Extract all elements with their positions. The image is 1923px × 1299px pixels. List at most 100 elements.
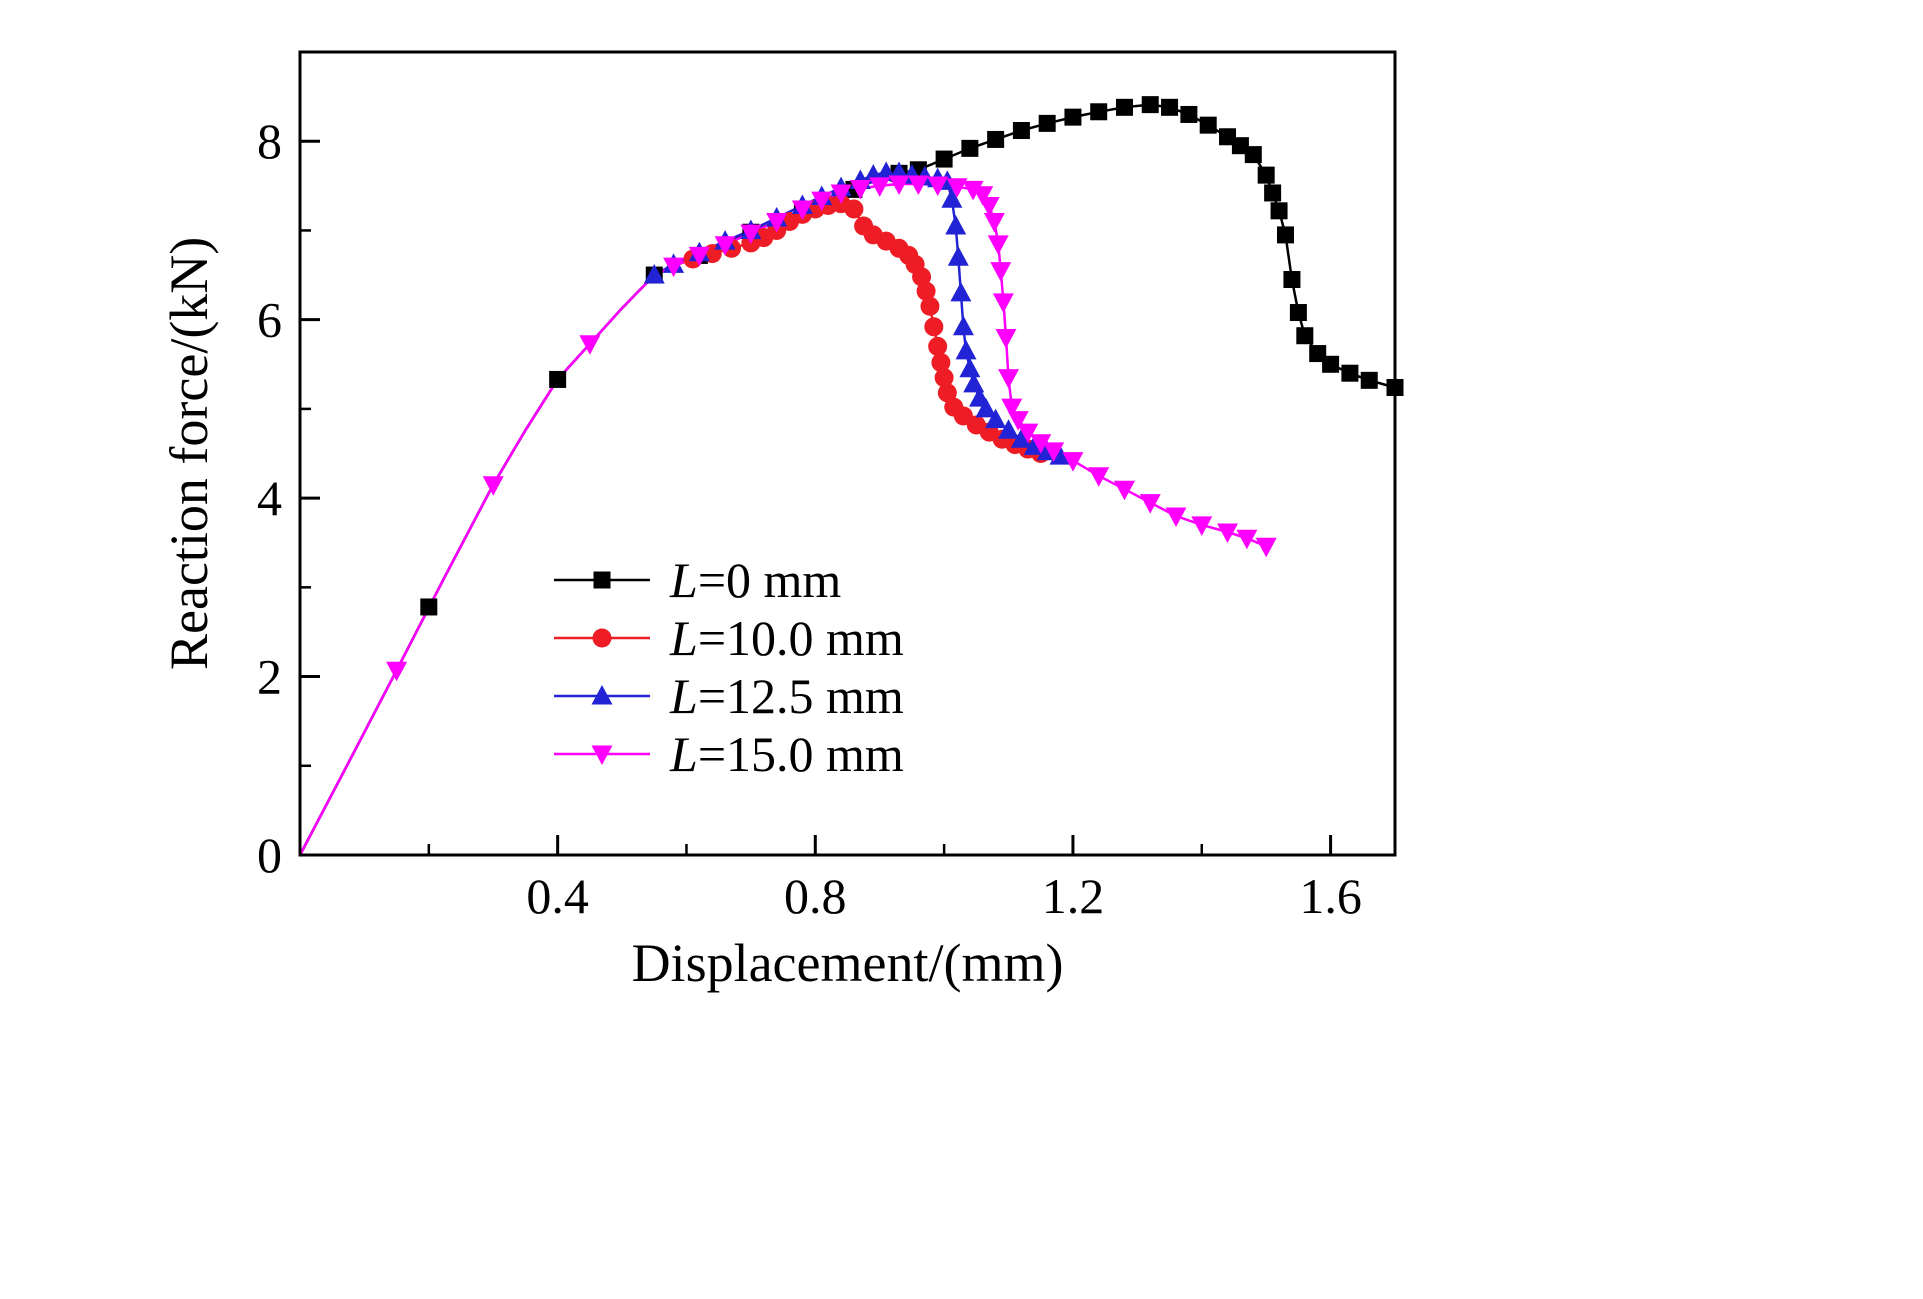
square-marker	[1322, 355, 1340, 373]
square-marker	[1264, 184, 1282, 202]
triangle-down-marker	[888, 175, 910, 196]
triangle-up-marker	[643, 264, 665, 284]
triangle-up-marker	[975, 397, 997, 418]
triangle-down-marker	[1007, 411, 1029, 431]
triangle-down-marker	[990, 262, 1012, 282]
triangle-down-marker	[978, 196, 1000, 217]
y-tick-label: 4	[257, 470, 282, 526]
triangle-up-marker	[945, 214, 967, 235]
triangle-down-marker	[1043, 442, 1065, 462]
x-axis-label: Displacement/(mm)	[631, 933, 1064, 993]
circle-marker	[912, 267, 932, 287]
square-marker	[1090, 103, 1108, 121]
y-tick-label: 8	[257, 113, 282, 169]
square-marker	[420, 598, 438, 616]
legend-label: L=12.5 mm	[670, 668, 904, 724]
circle-marker	[920, 296, 940, 316]
legend-marker-square-icon	[554, 571, 650, 589]
triangle-down-marker	[946, 178, 968, 198]
square-marker	[1180, 105, 1198, 123]
triangle-down-marker	[591, 745, 613, 765]
square-marker	[1038, 114, 1056, 132]
square-marker	[1341, 364, 1359, 382]
legend-item-0: L=0 mm	[552, 552, 904, 608]
circle-marker	[924, 317, 944, 337]
series-markers	[386, 96, 1404, 682]
triangle-up-marker	[998, 419, 1020, 439]
axis-ticks	[300, 139, 1333, 857]
legend-label: L=10.0 mm	[670, 610, 904, 666]
triangle-down-marker	[1001, 398, 1023, 419]
legend-item-1: L=10.0 mm	[552, 610, 904, 666]
square-marker	[1360, 371, 1378, 389]
triangle-down-marker	[830, 184, 852, 204]
triangle-down-marker	[688, 246, 710, 267]
square-marker	[1257, 166, 1275, 184]
triangle-down-marker	[740, 224, 762, 245]
triangle-down-marker	[714, 236, 736, 256]
square-marker	[1283, 271, 1301, 289]
circle-marker	[916, 281, 936, 301]
triangle-down-marker	[1088, 467, 1110, 487]
triangle-up-marker	[959, 357, 981, 378]
legend-label: L=0 mm	[670, 552, 842, 608]
legend-label: L=15.0 mm	[670, 726, 904, 782]
square-marker	[935, 150, 953, 168]
legend-marker-triangle-down-icon	[554, 745, 650, 765]
triangle-up-marker	[591, 685, 613, 705]
circle-marker	[844, 199, 864, 219]
square-marker	[1199, 116, 1217, 134]
square-marker	[1296, 327, 1314, 345]
triangle-down-marker	[811, 191, 833, 212]
triangle-down-marker	[998, 369, 1020, 389]
x-tick-label: 0.8	[784, 868, 847, 924]
square-marker	[1289, 304, 1307, 322]
square-marker	[593, 571, 611, 589]
x-tick-label: 1.2	[1042, 868, 1105, 924]
plot-frame	[298, 50, 1397, 857]
circle-marker	[931, 352, 951, 372]
triangle-up-marker	[950, 281, 972, 302]
triangle-down-marker	[987, 235, 1009, 255]
circle-marker	[592, 628, 612, 648]
triangle-down-marker	[663, 257, 685, 278]
triangle-up-marker	[1049, 445, 1071, 465]
triangle-down-marker	[995, 329, 1017, 349]
y-tick-label: 2	[257, 649, 282, 705]
tick-labels: 0.4 0.8 1.2 1.6 0 2 4 6 8	[257, 113, 1362, 924]
triangle-down-marker	[1217, 523, 1239, 544]
square-marker	[1219, 128, 1237, 146]
legend-marker-circle-icon	[554, 628, 650, 648]
series-markers-3	[386, 175, 1277, 682]
circle-marker	[937, 383, 957, 403]
square-marker	[1231, 137, 1249, 155]
triangle-down-marker	[482, 476, 504, 496]
triangle-down-marker	[992, 293, 1014, 313]
triangle-down-marker	[1030, 434, 1052, 454]
y-tick-label: 6	[257, 292, 282, 348]
triangle-up-marker	[985, 408, 1007, 429]
triangle-up-marker	[955, 339, 977, 360]
triangle-up-marker	[963, 372, 985, 393]
triangle-down-marker	[907, 175, 929, 196]
triangle-down-marker	[849, 180, 871, 200]
square-marker	[961, 139, 979, 157]
triangle-down-marker	[1191, 516, 1213, 536]
triangle-down-marker	[869, 177, 891, 197]
y-tick-label: 0	[257, 827, 282, 883]
circle-marker	[934, 368, 954, 388]
circle-marker	[928, 336, 948, 356]
triangle-down-marker	[1255, 537, 1277, 558]
square-marker	[1244, 146, 1262, 164]
y-axis-label: Reaction force/(kN)	[159, 236, 219, 671]
square-marker	[549, 370, 567, 388]
triangle-up-marker	[952, 315, 974, 336]
triangle-down-marker	[1017, 423, 1039, 444]
square-marker	[1309, 345, 1327, 363]
triangle-down-marker	[927, 176, 949, 196]
square-marker	[1277, 226, 1294, 244]
x-tick-label: 0.4	[526, 868, 589, 924]
triangle-up-marker	[941, 188, 963, 208]
